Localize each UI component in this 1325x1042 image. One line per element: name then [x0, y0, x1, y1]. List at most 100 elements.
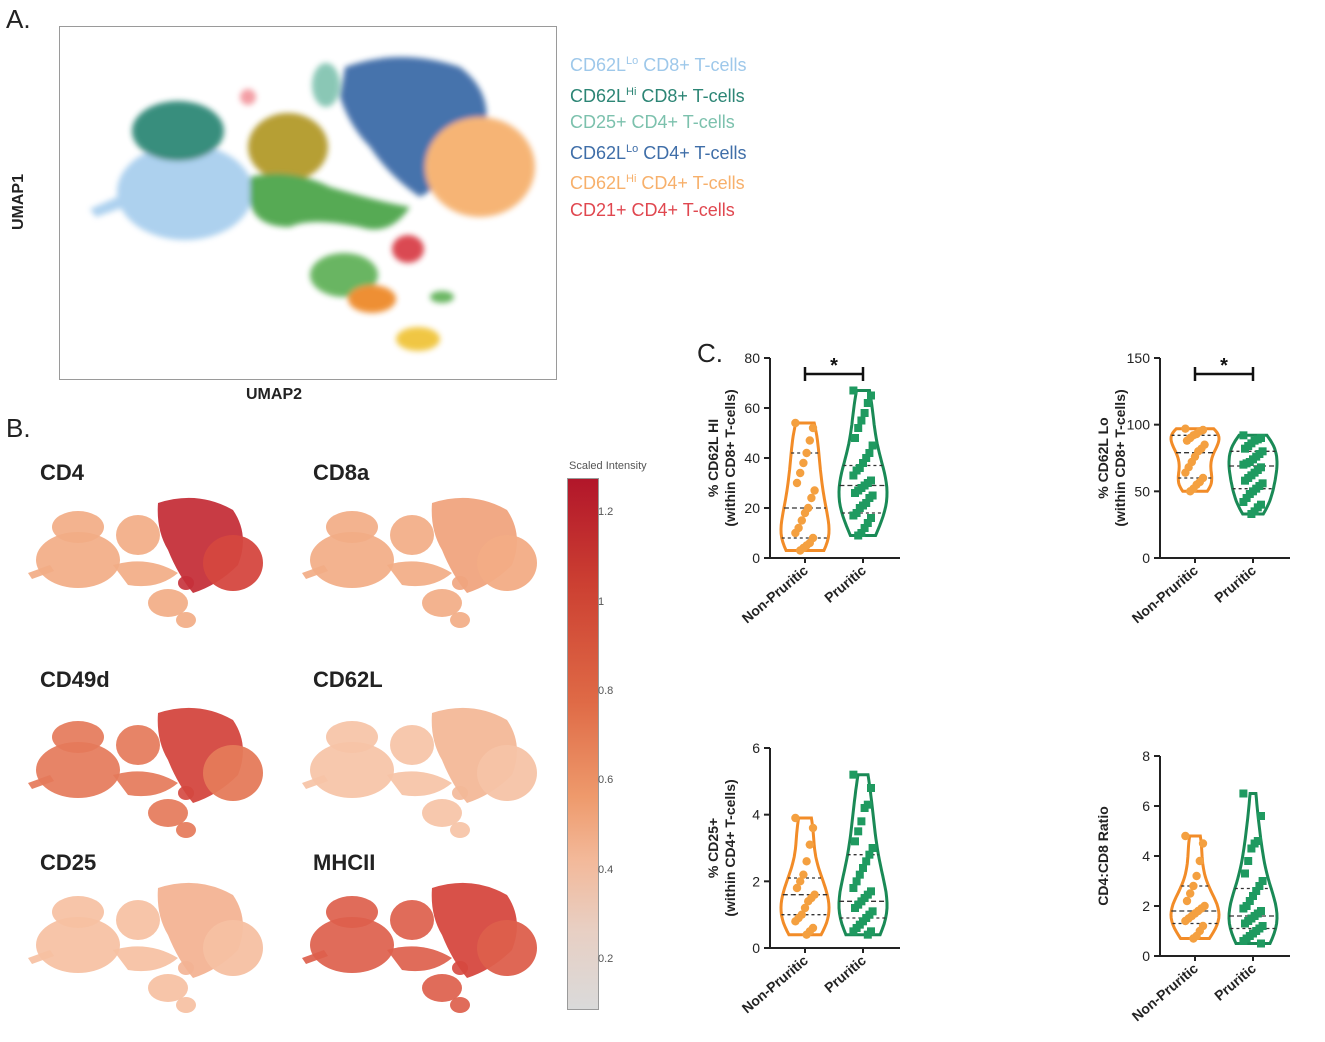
violin-outline	[1227, 792, 1279, 945]
cluster-cd25-cd4	[312, 63, 340, 107]
category-label: Pruritic	[1211, 960, 1259, 1004]
data-point	[791, 528, 800, 538]
data-point	[802, 930, 811, 939]
feature-blob	[452, 961, 468, 975]
cluster-cd62llo-cd8-tail	[90, 195, 130, 217]
feature-map-cd8a	[302, 497, 537, 628]
data-point	[796, 546, 805, 555]
y-tick-label: 20	[744, 500, 760, 516]
data-point	[1249, 892, 1257, 900]
data-point	[860, 804, 869, 812]
data-point	[1239, 937, 1248, 945]
category-label: Non-Pruritic	[1129, 562, 1201, 626]
data-point	[1195, 856, 1204, 866]
y-tick-label: 150	[1127, 350, 1151, 366]
y-tick-label: 6	[1142, 798, 1150, 814]
cluster-green-right	[430, 291, 454, 303]
cluster-cd62llo-cd8	[117, 144, 253, 240]
cluster-green	[250, 173, 410, 230]
feature-blob	[422, 974, 462, 1002]
colorbar-tick: 0.8	[598, 685, 614, 697]
data-point	[1189, 934, 1198, 943]
umap-xlabel: UMAP2	[246, 386, 303, 403]
feature-blob	[52, 721, 104, 753]
data-point	[851, 837, 859, 846]
y-tick-label: 0	[752, 940, 760, 956]
data-point	[1182, 896, 1192, 906]
data-point	[802, 448, 811, 458]
marker-label-cd62l: CD62L	[313, 667, 383, 692]
data-point	[1239, 460, 1248, 469]
data-point	[1181, 468, 1190, 477]
panel-label-a: A.	[6, 4, 31, 34]
feature-blob	[148, 799, 188, 827]
feature-blob	[113, 561, 178, 587]
feature-blob	[477, 535, 537, 591]
umap-plot-frame	[59, 26, 557, 380]
data-point	[810, 486, 819, 495]
feature-blob	[310, 742, 394, 798]
feature-blob	[203, 745, 263, 801]
feature-blob	[390, 725, 434, 765]
y-tick-label: 0	[1142, 948, 1150, 964]
feature-blob	[116, 900, 160, 940]
data-point	[805, 436, 814, 445]
data-point	[796, 468, 805, 478]
data-point	[851, 489, 859, 497]
y-tick-label: 60	[744, 400, 760, 416]
feature-blob	[387, 946, 452, 972]
feature-blob	[148, 589, 188, 617]
data-point	[805, 840, 814, 849]
data-point	[862, 857, 871, 866]
feature-blob	[52, 511, 104, 543]
y-tick-label: 2	[1142, 898, 1150, 914]
y-axis-label: % CD62L HI	[705, 419, 721, 497]
feature-map-cd62l	[302, 707, 537, 838]
cluster-cd62lhi-cd8	[132, 101, 224, 161]
data-point	[1186, 487, 1195, 496]
data-point	[1250, 839, 1259, 848]
colorbar-tick: 1.2	[598, 506, 614, 518]
marker-label-cd49d: CD49d	[40, 667, 110, 692]
category-label: Pruritic	[821, 952, 869, 996]
cluster-olive	[248, 113, 328, 181]
data-point	[1181, 916, 1190, 926]
feature-blob	[422, 589, 462, 617]
feature-blob	[452, 576, 468, 590]
data-point	[855, 870, 864, 879]
feature-blob	[452, 786, 468, 800]
umap-ylabel: UMAP1	[10, 173, 27, 230]
feature-blob	[203, 535, 263, 591]
feature-blob	[310, 917, 394, 973]
y-axis-label-2: (within CD8+ T-cells)	[1112, 389, 1128, 526]
data-point	[863, 399, 872, 407]
violin-outline	[837, 773, 889, 937]
feature-blob	[116, 515, 160, 555]
data-point	[865, 449, 874, 457]
feature-blob	[326, 511, 378, 543]
y-tick-label: 80	[744, 350, 760, 366]
category-label: Non-Pruritic	[739, 952, 811, 1016]
y-tick-label: 6	[752, 740, 760, 756]
data-point	[792, 478, 802, 488]
panel-label-b: B.	[6, 413, 31, 443]
data-point	[799, 870, 808, 879]
marker-label-cd8a: CD8a	[313, 460, 370, 485]
category-label: Pruritic	[1211, 562, 1259, 606]
data-point	[808, 823, 818, 833]
feature-map-mhcii	[302, 882, 537, 1013]
marker-label-cd25: CD25	[40, 850, 97, 875]
feature-blob	[36, 917, 120, 973]
data-point	[1239, 904, 1248, 913]
data-point	[800, 903, 810, 913]
data-point	[868, 844, 877, 852]
data-point	[867, 514, 875, 522]
feature-map-cd25	[28, 882, 263, 1013]
significance-star: *	[830, 355, 838, 377]
data-point	[1239, 431, 1248, 440]
legend-item: CD62LLo CD4+ T-cells	[570, 142, 747, 163]
cluster-orange-lower	[348, 285, 396, 313]
data-point	[1241, 869, 1249, 878]
data-point	[863, 930, 872, 939]
cluster-cd21-cd4-small	[240, 89, 256, 105]
